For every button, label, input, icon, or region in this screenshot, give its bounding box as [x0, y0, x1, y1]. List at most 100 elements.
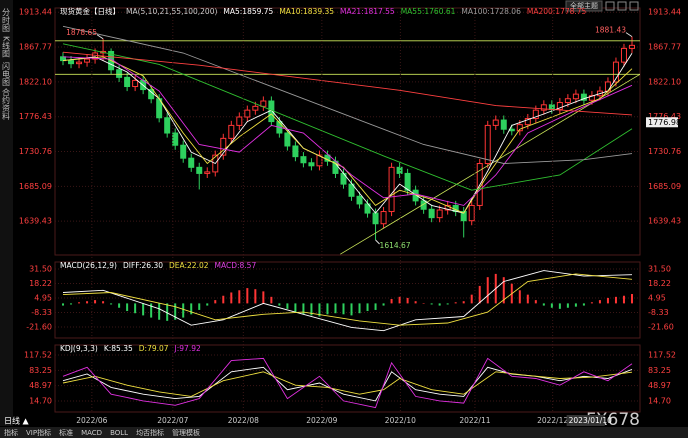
candle-body: [500, 119, 507, 130]
macd-bar: [134, 303, 137, 314]
toolbar-tab[interactable]: 均否指标: [136, 428, 164, 437]
y-tick-label-right: 4.95: [648, 293, 666, 302]
extreme-pointer: [96, 34, 104, 40]
y-tick-label: 1639.43: [19, 217, 52, 226]
theme-button[interactable]: 全部主题: [570, 1, 598, 10]
macd-bar: [590, 302, 593, 304]
y-tick-label-right: 1913.44: [648, 8, 681, 17]
candle-body: [196, 166, 203, 174]
candle-body: [628, 44, 635, 49]
legend-entry: MA55:1760.61: [401, 7, 456, 16]
toolbar-tab[interactable]: MACD: [81, 429, 102, 437]
toolbar-tab[interactable]: 标准: [59, 428, 73, 437]
candle-body: [68, 60, 75, 65]
candle-body: [308, 162, 315, 167]
x-tick-label: 2022/08: [228, 416, 259, 425]
macd-bar: [342, 303, 345, 315]
candle-body: [220, 137, 227, 156]
macd-bar: [254, 289, 257, 304]
macd-bar: [214, 300, 217, 304]
macd-bar: [334, 303, 337, 314]
icon[interactable]: [617, 1, 627, 11]
sidebar-tab[interactable]: 闪电图: [2, 62, 11, 87]
x-tick-label: 2022/12: [537, 416, 568, 425]
y-tick-label-right: 31.50: [648, 264, 671, 273]
y-tick-label: 1685.09: [19, 182, 52, 191]
candle-body: [572, 93, 579, 100]
candle-body: [588, 95, 595, 101]
price-marker-box: [646, 117, 678, 128]
sidebar-tab[interactable]: 分时图: [2, 8, 11, 33]
toolbar-tab[interactable]: 指标: [4, 428, 18, 437]
indicator-line: [62, 366, 633, 402]
legend-entry: DEA:22.02: [169, 261, 209, 270]
candle-body: [124, 76, 131, 88]
candle-body: [404, 172, 411, 191]
macd-bar: [542, 303, 545, 306]
period-selector[interactable]: 日线 ▲: [4, 416, 30, 426]
candle-body: [436, 209, 443, 219]
candle-body: [116, 69, 123, 78]
kdj-panel: [54, 344, 641, 413]
y-tick-label-right: 1867.77: [648, 43, 681, 52]
candle-body: [372, 212, 379, 225]
candle-body: [172, 132, 179, 146]
candle-body: [284, 132, 291, 147]
candle-body: [356, 195, 363, 205]
toolbar-tab[interactable]: VIP指标: [26, 428, 51, 437]
y-tick-label: 18.22: [29, 279, 52, 288]
x-tick-label: 2022/11: [459, 416, 490, 425]
cursor-date: 2023/01/10: [569, 416, 612, 425]
candle-body: [524, 118, 531, 126]
macd-bar: [174, 303, 177, 320]
macd-bar: [302, 303, 305, 315]
candle-body: [76, 61, 83, 65]
indicator-line: [62, 273, 633, 326]
y-tick-label: 14.70: [29, 396, 52, 405]
extreme-pointer: [375, 239, 380, 245]
y-tick-label: 83.25: [29, 366, 52, 375]
candle-body: [252, 105, 259, 111]
macd-bar: [478, 285, 481, 304]
macd-bar: [390, 299, 393, 304]
toolbar-tab[interactable]: BOLL: [110, 429, 128, 437]
y-tick-label: 1867.77: [19, 43, 52, 52]
y-tick-label-right: -21.60: [648, 322, 674, 331]
macd-bar: [158, 303, 161, 320]
y-tick-label: 1913.44: [19, 8, 52, 17]
toolbar-tab[interactable]: 管理模板: [172, 428, 200, 437]
theme-button-box[interactable]: [565, 0, 603, 12]
plot-area: [55, 354, 640, 409]
y-tick-label-right: 14.70: [648, 396, 671, 405]
macd-bar: [350, 303, 353, 316]
candle-body: [348, 183, 355, 197]
extreme-label: 1614.67: [380, 241, 411, 250]
icon[interactable]: [605, 1, 615, 11]
panel-title: 现货黄金【日线】: [60, 6, 120, 16]
macd-bar: [110, 303, 113, 305]
indicator-line: [62, 43, 633, 191]
macd-bar: [318, 303, 321, 317]
candle-body: [260, 100, 267, 107]
macd-bar: [94, 300, 97, 304]
y-tick-label-right: 1639.43: [648, 217, 681, 226]
legend-entry: MACD:8.57: [215, 261, 257, 270]
macd-bar: [62, 303, 65, 306]
candle-body: [132, 79, 139, 88]
macd-bar: [534, 300, 537, 304]
sidebar-tab[interactable]: K线图: [2, 36, 11, 58]
sidebar: [0, 0, 13, 426]
y-tick-label: 4.95: [34, 293, 52, 302]
y-tick-label-right: 1776.43: [648, 112, 681, 121]
candle-body: [532, 109, 539, 120]
macd-bar: [502, 277, 505, 304]
macd-bar: [326, 303, 329, 315]
candle-body: [292, 145, 299, 158]
icon[interactable]: [629, 1, 639, 11]
macd-bar: [246, 288, 249, 304]
sidebar-tab[interactable]: 合约资料: [2, 87, 11, 121]
y-tick-label-right: 83.25: [648, 366, 671, 375]
indicator-line: [62, 56, 633, 214]
candle-body: [564, 98, 571, 104]
